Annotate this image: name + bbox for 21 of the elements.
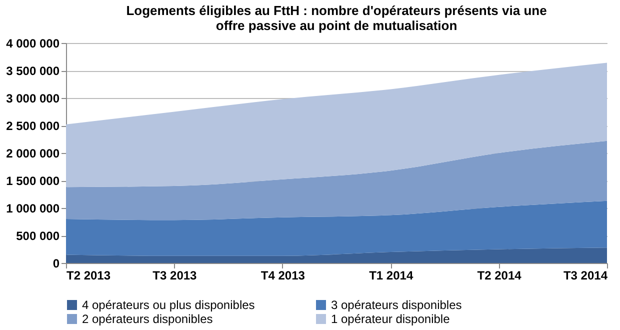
- x-tick-label: T2 2013: [66, 268, 111, 282]
- y-tick-label: 1 000 000: [6, 202, 60, 216]
- x-tick-label: T3 2014: [563, 268, 608, 282]
- x-tick-label: T1 2014: [369, 268, 414, 282]
- x-tick-label: T3 2013: [152, 268, 198, 282]
- text: offre passive au point de mutualisation: [216, 18, 458, 33]
- y-tick-label: 0: [52, 256, 60, 270]
- legend-label: 4 opérateurs ou plus disponibles: [82, 298, 255, 312]
- legend-label: 3 opérateurs disponibles: [331, 298, 462, 312]
- legend-label: 2 opérateurs disponibles: [82, 312, 213, 326]
- y-tick-label: 2 500 000: [6, 119, 60, 133]
- text: Logements éligibles au FttH : nombre d'opérateurs présents via une: [126, 3, 547, 18]
- y-tick-label: 500 000: [16, 229, 60, 243]
- y-tick-label: 3 500 000: [6, 64, 60, 78]
- x-tick-label: T4 2013: [260, 268, 306, 282]
- y-tick-label: 3 000 000: [6, 92, 60, 106]
- y-tick-label: 4 000 000: [6, 36, 60, 50]
- legend-label: 1 opérateur disponible: [331, 312, 450, 326]
- x-tick-label: T2 2014: [477, 268, 522, 282]
- y-tick-label: 1 500 000: [6, 174, 60, 188]
- y-tick-label: 2 000 000: [6, 146, 60, 160]
